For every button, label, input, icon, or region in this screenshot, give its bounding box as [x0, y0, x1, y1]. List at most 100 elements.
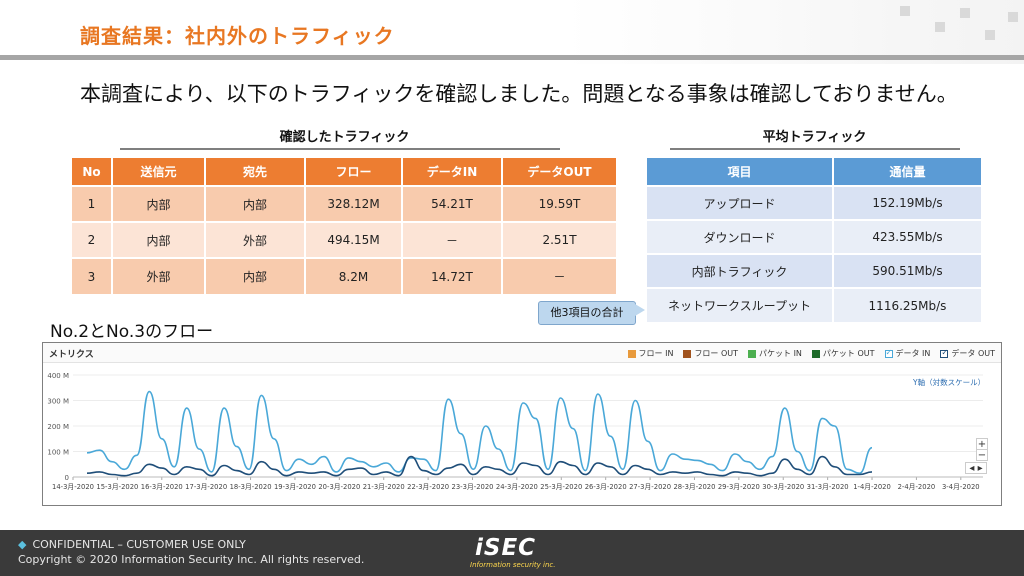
series-line	[86, 455, 873, 477]
x-tick-label: 18-3月-2020	[230, 483, 272, 491]
col-header: No	[72, 158, 113, 186]
table-cell: 494.15M	[305, 221, 403, 258]
legend-item[interactable]: フロー OUT	[683, 348, 738, 359]
table-cell: 内部	[112, 221, 206, 258]
checkbox-checked-icon	[940, 348, 949, 358]
header-bar: 調査結果：社内外のトラフィック	[0, 0, 1024, 64]
table-row: 3 外部 内部 8.2M 14.72T －	[72, 257, 618, 294]
table-cell: 1	[72, 185, 113, 222]
confidential-text: CONFIDENTIAL – CUSTOMER USE ONLY	[32, 538, 246, 551]
x-tick-label: 31-3月-2020	[807, 483, 849, 491]
metrics-panel-header: メトリクス フロー IN フロー OUT パケット IN パケット OUT データ IN…	[43, 343, 1001, 363]
table-cell: 590.51Mb/s	[833, 253, 983, 288]
sum-callout: 他3項目の合計	[538, 301, 636, 325]
legend-swatch	[748, 349, 757, 358]
legend-item[interactable]: パケット IN	[748, 348, 802, 359]
x-tick-label: 30-3月-2020	[762, 483, 804, 491]
confidential-notice: ◆ CONFIDENTIAL – CUSTOMER USE ONLY	[18, 538, 246, 551]
legend-label: データ IN	[895, 349, 931, 358]
decor-square	[935, 22, 945, 32]
copyright: Copyright © 2020 Information Security In…	[18, 553, 365, 566]
y-tick-label: 100 M	[47, 449, 69, 457]
table-cell: 内部	[205, 257, 306, 294]
header-rule	[0, 55, 1024, 60]
legend-label: フロー OUT	[694, 349, 739, 358]
legend-label: パケット IN	[759, 349, 802, 358]
x-tick-label: 28-3月-2020	[673, 483, 715, 491]
caption-rule	[670, 148, 960, 150]
table-cell: －	[402, 221, 503, 258]
col-header: データOUT	[502, 158, 618, 186]
series-line	[86, 390, 873, 475]
metrics-chart: 0 100 M 200 M 300 M 400 M Y軸（対数スケール） 14-3月-202…	[47, 372, 985, 491]
diamond-icon: ◆	[18, 538, 27, 551]
zoom-out-button[interactable]: −	[976, 449, 988, 461]
y-tick-label: 0	[65, 474, 69, 482]
table-cell: 19.59T	[502, 185, 618, 222]
x-tick-label: 2-4月-2020	[898, 483, 936, 491]
traffic-table-caption: 確認したトラフィック	[279, 130, 410, 145]
table-cell: 内部	[205, 185, 306, 222]
legend-item[interactable]: データ OUT	[940, 348, 995, 359]
callout-pointer	[635, 304, 645, 316]
x-tick-label: 25-3月-2020	[540, 483, 582, 491]
table-row: 1 内部 内部 328.12M 54.21T 19.59T	[72, 185, 618, 222]
table-header-row: No 送信元 宛先 フロー データIN データOUT	[72, 158, 618, 186]
table-cell: アップロード	[647, 185, 834, 220]
table-cell: ネットワークスループット	[647, 287, 834, 322]
legend-item[interactable]: データ IN	[884, 348, 931, 359]
page-title: 調査結果：社内外のトラフィック	[80, 24, 395, 48]
table-cell: 54.21T	[402, 185, 503, 222]
flow-caption: No.2とNo.3のフロー	[50, 322, 214, 342]
chart-legend: フロー IN フロー OUT パケット IN パケット OUT データ IN データ OU…	[627, 348, 995, 359]
avg-traffic-table: 項目 通信量 アップロード 152.19Mb/s ダウンロード 423.55Mb…	[647, 158, 983, 322]
y-tick-label: 300 M	[47, 398, 69, 406]
x-tick-label: 26-3月-2020	[585, 483, 627, 491]
table-cell: ダウンロード	[647, 219, 834, 254]
x-tick-label: 16-3月-2020	[141, 483, 183, 491]
table-row: ネットワークスループット 1116.25Mb/s	[647, 287, 983, 322]
legend-label: パケット OUT	[822, 349, 875, 358]
table-cell: 3	[72, 257, 113, 294]
col-header: 項目	[647, 158, 834, 186]
x-tick-label: 20-3月-2020	[318, 483, 360, 491]
caption-rule	[120, 148, 560, 150]
logo-wordmark: iSEC	[475, 535, 537, 561]
legend-swatch	[627, 349, 636, 358]
x-tick-label: 14-3月-2020	[52, 483, 94, 491]
table-cell: 152.19Mb/s	[833, 185, 983, 220]
legend-label: データ OUT	[951, 349, 995, 358]
x-tick-label: 1-4月-2020	[853, 483, 891, 491]
decor-square	[1008, 12, 1018, 22]
table-cell: 14.72T	[402, 257, 503, 294]
table-cell: 328.12M	[305, 185, 403, 222]
table-cell: 2	[72, 221, 113, 258]
table-cell: 1116.25Mb/s	[833, 287, 983, 322]
metrics-title: メトリクス	[49, 350, 94, 360]
decor-square	[960, 8, 970, 18]
isec-logo: iSEC Information security inc.	[470, 535, 560, 571]
col-header: データIN	[402, 158, 503, 186]
x-tick-label: 19-3月-2020	[274, 483, 316, 491]
table-cell: －	[502, 257, 618, 294]
checkbox-checked-icon	[884, 348, 893, 358]
legend-item[interactable]: パケット OUT	[811, 348, 875, 359]
table-row: アップロード 152.19Mb/s	[647, 185, 983, 220]
legend-item[interactable]: フロー IN	[627, 348, 673, 359]
legend-swatch	[811, 349, 820, 358]
table-cell: 423.55Mb/s	[833, 219, 983, 254]
table-cell: 内部トラフィック	[647, 253, 834, 288]
table-cell: 8.2M	[305, 257, 403, 294]
col-header: 宛先	[205, 158, 306, 186]
col-header: 通信量	[833, 158, 983, 186]
y-tick-label: 400 M	[47, 372, 69, 380]
col-header: 送信元	[112, 158, 206, 186]
x-tick-label: 3-4月-2020	[942, 483, 980, 491]
legend-swatch	[683, 349, 692, 358]
x-tick-label: 27-3月-2020	[629, 483, 671, 491]
pan-buttons[interactable]: ◂ ▸	[965, 462, 987, 474]
table-cell: 2.51T	[502, 221, 618, 258]
decor-square	[985, 30, 995, 40]
table-row: 内部トラフィック 590.51Mb/s	[647, 253, 983, 288]
